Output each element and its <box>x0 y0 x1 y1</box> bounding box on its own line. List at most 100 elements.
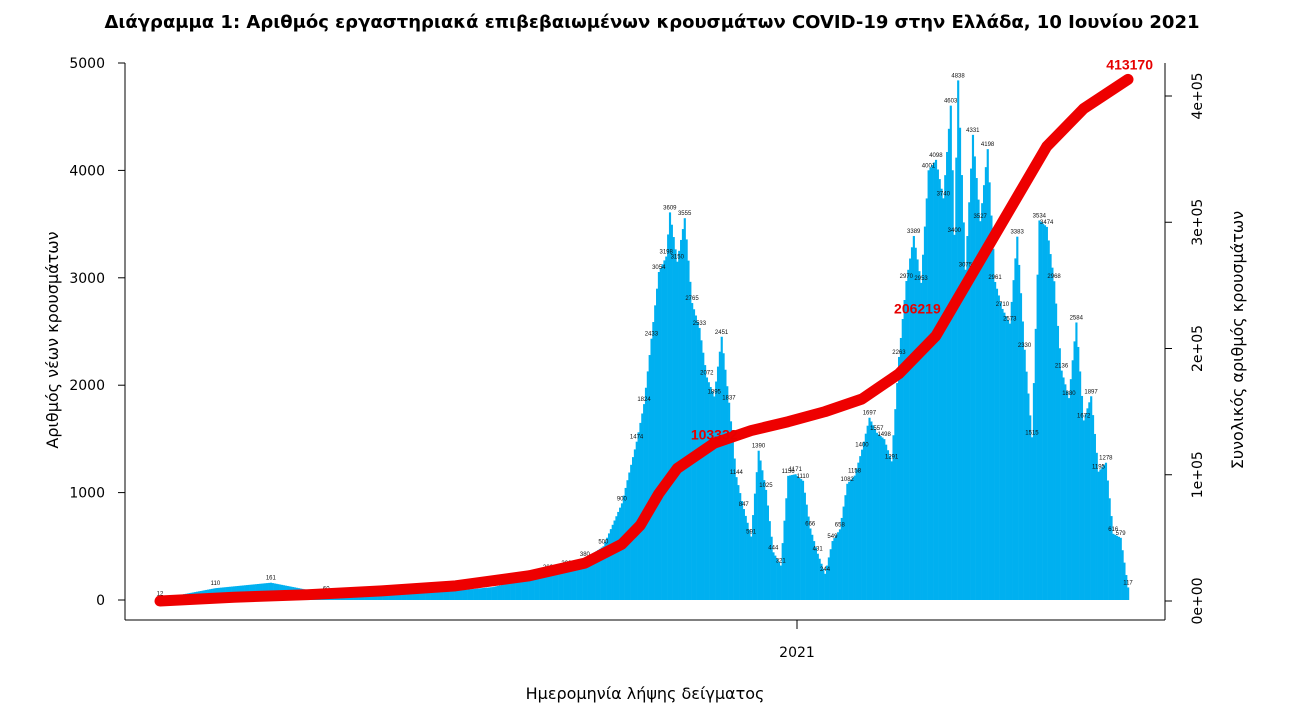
bar <box>1064 384 1067 600</box>
bar <box>896 383 899 600</box>
bar <box>1117 536 1120 600</box>
y-tick-label: 4000 <box>69 163 105 179</box>
bar <box>894 409 897 600</box>
bar <box>825 565 829 600</box>
bar-value-label: 3389 <box>907 229 921 235</box>
bar <box>938 179 941 600</box>
bar <box>1103 464 1106 600</box>
bar <box>654 305 657 600</box>
bar <box>755 472 758 600</box>
bar-value-label: 1897 <box>1084 389 1098 395</box>
bar <box>833 538 836 600</box>
bar-value-label: 1195 <box>1092 465 1106 471</box>
bar <box>438 592 441 600</box>
bar <box>1014 258 1017 600</box>
bar-value-label: 2433 <box>645 332 659 338</box>
bar-value-label: 500 <box>598 539 609 545</box>
bar <box>521 580 524 600</box>
bar <box>412 593 415 600</box>
bar <box>973 156 976 601</box>
bar <box>716 366 720 600</box>
bar <box>970 168 973 600</box>
bar <box>1077 346 1080 600</box>
bar <box>731 439 734 600</box>
bar <box>528 578 531 600</box>
bar-value-label: 2573 <box>1003 317 1017 323</box>
bar-value-label: 3075 <box>959 263 973 269</box>
bar <box>1047 240 1050 600</box>
bar <box>515 581 518 600</box>
bar <box>705 377 709 600</box>
bar <box>798 477 801 600</box>
bar <box>774 555 777 600</box>
bar-value-label: 2953 <box>914 276 928 282</box>
bar <box>595 551 598 600</box>
bar <box>1040 222 1043 601</box>
bar <box>489 587 492 600</box>
bar-value-label: 1025 <box>759 483 773 489</box>
bar <box>801 480 805 600</box>
bar <box>1016 236 1019 600</box>
bar <box>1045 226 1048 600</box>
bar <box>1108 498 1111 600</box>
bar <box>460 590 463 600</box>
bar <box>567 566 570 600</box>
bar <box>434 592 437 600</box>
bar <box>968 202 971 601</box>
bar <box>1110 516 1113 600</box>
bar <box>853 475 856 600</box>
bar <box>1001 308 1004 600</box>
bar <box>619 507 622 600</box>
bar <box>997 295 1000 600</box>
bar <box>765 489 768 600</box>
bar <box>513 581 516 600</box>
bar <box>868 417 871 600</box>
bar <box>1021 321 1024 600</box>
y-tick-label: 5000 <box>69 56 105 72</box>
bar <box>776 558 779 600</box>
bar <box>875 432 878 600</box>
bar <box>524 579 527 600</box>
bar <box>463 589 467 600</box>
bar-value-label: 1557 <box>870 426 884 432</box>
bar <box>1127 587 1130 600</box>
bar <box>818 558 821 600</box>
bar <box>1049 254 1052 600</box>
bar <box>656 288 659 600</box>
bar <box>820 563 823 600</box>
bar <box>766 505 769 600</box>
bar <box>916 259 919 600</box>
bar <box>790 475 794 600</box>
bar <box>541 574 544 600</box>
bar-value-label: 1110 <box>797 474 810 480</box>
bar <box>371 594 374 600</box>
bar <box>388 593 391 600</box>
bar <box>942 198 945 600</box>
bar <box>432 592 435 600</box>
bar <box>449 591 452 600</box>
bar <box>467 589 470 600</box>
bar <box>389 593 393 600</box>
bar-value-label: 1144 <box>730 470 744 476</box>
y-right-tick-label: 3e+05 <box>1190 199 1206 246</box>
bar <box>700 340 703 600</box>
bar <box>606 537 609 600</box>
bar <box>375 594 378 600</box>
bar <box>1042 223 1045 600</box>
bar-value-label: 3740 <box>937 191 951 197</box>
bar-value-label: 2330 <box>1018 343 1032 349</box>
bar <box>920 282 923 600</box>
bar <box>971 134 975 601</box>
bar-value-label: 1390 <box>752 444 766 450</box>
bar <box>426 592 430 600</box>
bar <box>1029 415 1032 600</box>
bar <box>792 474 795 600</box>
bar <box>805 504 808 600</box>
bar <box>910 247 914 600</box>
bar-value-label: 2968 <box>1047 274 1061 280</box>
cumulative-annotation: 206219 <box>894 300 941 316</box>
bar-value-label: 1498 <box>877 432 891 438</box>
bar <box>382 594 385 600</box>
bar <box>1067 398 1071 600</box>
bar <box>1023 349 1026 600</box>
